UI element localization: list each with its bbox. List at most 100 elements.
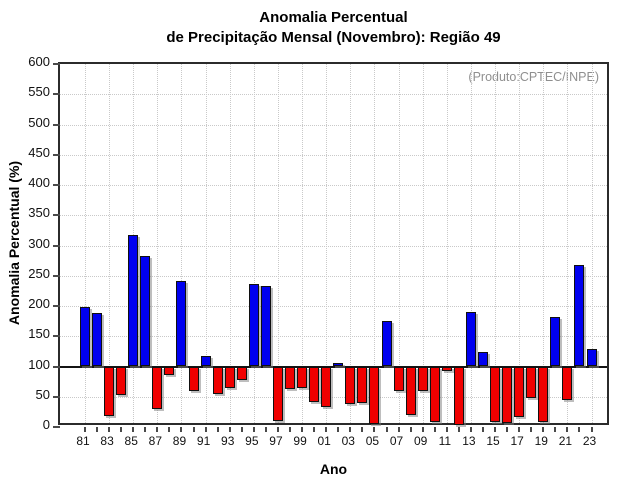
- bar-00: [309, 366, 320, 403]
- h-gridline-300: [60, 245, 607, 247]
- bar-18: [526, 366, 537, 398]
- bar-09: [417, 366, 428, 392]
- y-tick-label-350: 350: [28, 205, 50, 221]
- y-tick-label-50: 50: [35, 386, 50, 402]
- bar-22: [574, 265, 585, 367]
- v-gridline-15: [495, 64, 497, 423]
- x-tick-label-13: 13: [462, 434, 476, 448]
- x-tick-label-21: 21: [558, 434, 573, 448]
- h-gridline-500: [60, 124, 607, 126]
- y-tick-100: [53, 365, 60, 368]
- y-tick-150: [53, 335, 60, 338]
- x-tick-label-99: 99: [293, 434, 307, 448]
- x-tick-label-97: 97: [269, 434, 283, 448]
- x-tick-label-17: 17: [510, 434, 524, 448]
- x-tick-06: [385, 427, 388, 432]
- x-tick-label-07: 07: [389, 434, 404, 448]
- x-tick-11: [445, 427, 448, 432]
- baseline-100: [60, 365, 607, 368]
- v-gridline-23: [591, 64, 593, 423]
- x-tick-07: [397, 427, 400, 432]
- x-tick-15: [494, 427, 497, 432]
- x-tick-23: [590, 427, 593, 432]
- bar-14: [477, 351, 488, 367]
- x-tick-18: [530, 427, 533, 432]
- x-tick-90: [192, 427, 195, 432]
- bar-17: [514, 366, 525, 417]
- v-gridline-83: [109, 64, 111, 423]
- x-tick-label-09: 09: [413, 434, 428, 448]
- y-tick-label-0: 0: [42, 417, 50, 432]
- y-tick-200: [53, 305, 60, 307]
- x-tick-94: [240, 427, 243, 432]
- x-tick-96: [264, 427, 267, 432]
- x-tick-label-87: 87: [148, 434, 163, 448]
- chart-title-line-1: Anomalia Percentual: [259, 9, 408, 26]
- h-gridline-150: [60, 336, 607, 338]
- bar-93: [224, 366, 235, 388]
- bar-06: [381, 320, 392, 367]
- h-gridline-200: [60, 306, 607, 307]
- bar-03: [345, 366, 356, 404]
- x-tick-82: [96, 427, 99, 432]
- x-tick-label-15: 15: [486, 434, 500, 448]
- y-tick-label-200: 200: [28, 296, 50, 311]
- bar-16: [502, 366, 513, 424]
- y-tick-label-400: 400: [28, 175, 50, 190]
- bar-23: [586, 348, 597, 367]
- bar-19: [538, 366, 549, 422]
- v-gridline-11: [446, 64, 448, 423]
- bar-99: [297, 366, 308, 389]
- bar-86: [140, 255, 151, 367]
- x-tick-88: [168, 427, 171, 432]
- x-tick-20: [554, 427, 557, 432]
- bar-97: [272, 366, 283, 421]
- v-gridline-05: [374, 64, 376, 423]
- y-tick-label-600: 600: [28, 54, 50, 69]
- bar-98: [285, 366, 296, 389]
- bar-11: [441, 366, 452, 372]
- x-tick-label-89: 89: [172, 434, 187, 448]
- x-tick-22: [578, 427, 581, 432]
- x-tick-99: [301, 427, 304, 432]
- y-tick-label-500: 500: [28, 114, 50, 130]
- x-axis-tick-labels: 81 83 85 87 89 91 93 95 97 99 01 03 05 07 09 11 13 15 17 19…: [58, 434, 609, 450]
- bar-01: [321, 366, 332, 408]
- x-tick-12: [457, 427, 460, 432]
- y-tick-600: [53, 63, 60, 65]
- v-gridline-89: [181, 64, 183, 423]
- bar-10: [429, 366, 440, 423]
- x-tick-14: [481, 427, 484, 432]
- x-tick-97: [276, 427, 279, 432]
- x-tick-10: [433, 427, 436, 432]
- v-gridline-09: [422, 64, 424, 423]
- h-gridline-550: [60, 94, 607, 96]
- bar-84: [116, 366, 127, 395]
- v-gridline-87: [157, 64, 159, 423]
- bar-07: [393, 366, 404, 391]
- y-axis-tick-labels: 0 50 100 150 200 250 300 350 400 450 500 550 600: [0, 54, 50, 432]
- v-gridline-97: [277, 64, 279, 423]
- y-tick-500: [53, 123, 60, 126]
- bar-91: [200, 355, 211, 367]
- v-gridline-03: [350, 64, 352, 423]
- h-gridline-250: [60, 275, 607, 277]
- bar-04: [357, 366, 368, 403]
- x-tick-17: [518, 427, 521, 432]
- bar-92: [212, 366, 223, 395]
- x-tick-label-03: 03: [341, 434, 355, 448]
- x-tick-label-91: 91: [196, 434, 211, 448]
- v-gridline-21: [567, 64, 569, 423]
- x-tick-label-11: 11: [438, 434, 452, 448]
- y-tick-50: [53, 395, 60, 398]
- bar-15: [490, 366, 501, 423]
- x-tick-label-05: 05: [365, 434, 380, 448]
- x-axis-title: Ano: [319, 461, 348, 477]
- v-gridline-95: [253, 64, 255, 423]
- bar-13: [465, 312, 476, 367]
- v-gridline-01: [326, 64, 328, 423]
- x-tick-98: [289, 427, 292, 432]
- bar-08: [405, 366, 416, 415]
- v-gridline-99: [302, 64, 304, 423]
- x-tick-13: [469, 427, 472, 432]
